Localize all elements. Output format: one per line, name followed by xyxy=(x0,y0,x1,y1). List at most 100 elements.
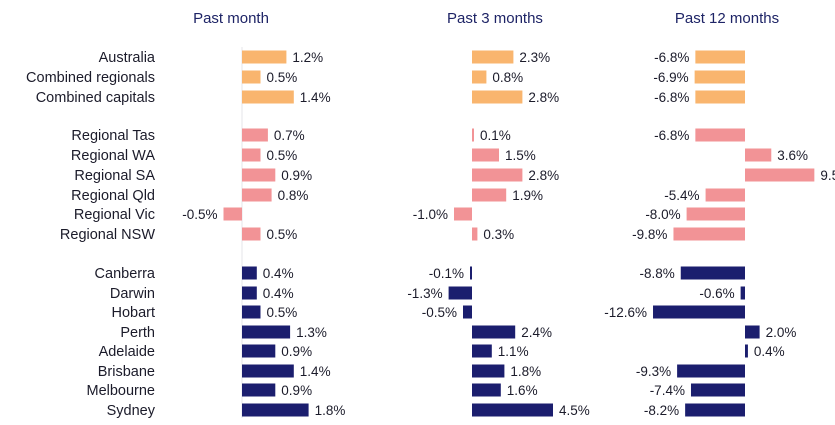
category-label-combined-regionals: Combined regionals xyxy=(26,70,155,86)
value-label-past-month-regional-tas: 0.7% xyxy=(274,128,305,143)
bar-past-3-months-regional-wa xyxy=(472,148,499,162)
category-label-perth: Perth xyxy=(120,325,155,341)
value-label-past-month-canberra: 0.4% xyxy=(263,266,294,281)
value-label-past-12-months-adelaide: 0.4% xyxy=(754,344,785,359)
category-label-regional-tas: Regional Tas xyxy=(71,128,155,144)
value-label-past-3-months-regional-wa: 1.5% xyxy=(505,148,536,163)
category-label-australia: Australia xyxy=(99,50,156,66)
bar-past-12-months-regional-qld xyxy=(705,188,745,202)
panel-header-past-3-months: Past 3 months xyxy=(447,10,543,27)
bar-past-3-months-darwin xyxy=(448,286,472,300)
value-label-past-month-regional-nsw: 0.5% xyxy=(267,227,298,242)
value-label-past-12-months-sydney: -8.2% xyxy=(644,403,679,418)
value-label-past-12-months-regional-nsw: -9.8% xyxy=(632,227,667,242)
value-label-past-month-darwin: 0.4% xyxy=(263,286,294,301)
bar-past-month-brisbane xyxy=(242,364,294,378)
bar-past-month-hobart xyxy=(242,305,261,319)
value-label-past-month-combined-regionals: 0.5% xyxy=(267,70,298,85)
value-label-past-12-months-canberra: -8.8% xyxy=(639,266,674,281)
bar-past-12-months-regional-tas xyxy=(695,128,745,142)
bar-past-month-perth xyxy=(242,325,291,339)
category-label-regional-nsw: Regional NSW xyxy=(60,227,155,243)
bar-past-3-months-regional-nsw xyxy=(472,227,478,241)
bar-past-12-months-regional-wa xyxy=(745,148,772,162)
value-label-past-12-months-brisbane: -9.3% xyxy=(636,364,671,379)
value-label-past-3-months-combined-regionals: 0.8% xyxy=(492,70,523,85)
bar-past-12-months-darwin xyxy=(740,286,745,300)
value-label-past-3-months-australia: 2.3% xyxy=(519,50,550,65)
category-label-brisbane: Brisbane xyxy=(98,364,155,380)
category-label-hobart: Hobart xyxy=(111,305,155,321)
value-label-past-12-months-regional-wa: 3.6% xyxy=(777,148,808,163)
value-label-past-12-months-darwin: -0.6% xyxy=(699,286,734,301)
bar-past-month-regional-nsw xyxy=(242,227,261,241)
bar-past-12-months-regional-nsw xyxy=(673,227,745,241)
category-label-canberra: Canberra xyxy=(95,266,156,282)
category-label-regional-vic: Regional Vic xyxy=(74,207,155,223)
bar-past-month-regional-tas xyxy=(242,128,268,142)
bar-past-3-months-sydney xyxy=(472,403,553,417)
value-label-past-3-months-brisbane: 1.8% xyxy=(510,364,541,379)
value-label-past-month-hobart: 0.5% xyxy=(267,305,298,320)
value-label-past-12-months-regional-sa: 9.5% xyxy=(820,168,835,183)
bar-past-3-months-australia xyxy=(472,50,514,64)
bar-past-12-months-melbourne xyxy=(690,383,745,397)
bar-past-month-australia xyxy=(242,50,287,64)
value-label-past-month-brisbane: 1.4% xyxy=(300,364,331,379)
value-label-past-3-months-sydney: 4.5% xyxy=(559,403,590,418)
category-label-melbourne: Melbourne xyxy=(86,383,155,399)
value-label-past-12-months-regional-tas: -6.8% xyxy=(654,128,689,143)
value-label-past-month-regional-wa: 0.5% xyxy=(267,148,298,163)
value-label-past-3-months-regional-vic: -1.0% xyxy=(413,207,448,222)
panel-header-past-month: Past month xyxy=(193,10,269,27)
value-label-past-3-months-adelaide: 1.1% xyxy=(498,344,529,359)
bar-past-12-months-regional-vic xyxy=(686,207,745,221)
bar-past-3-months-hobart xyxy=(463,305,472,319)
value-label-past-12-months-melbourne: -7.4% xyxy=(650,383,685,398)
bar-past-3-months-adelaide xyxy=(472,344,492,358)
category-label-regional-qld: Regional Qld xyxy=(71,188,155,204)
value-label-past-3-months-regional-qld: 1.9% xyxy=(512,188,543,203)
bar-past-12-months-perth xyxy=(745,325,760,339)
panel-header-past-12-months: Past 12 months xyxy=(675,10,779,27)
value-label-past-3-months-regional-sa: 2.8% xyxy=(528,168,559,183)
category-label-regional-wa: Regional WA xyxy=(71,148,155,164)
value-label-past-3-months-hobart: -0.5% xyxy=(422,305,457,320)
value-label-past-12-months-regional-qld: -5.4% xyxy=(664,188,699,203)
value-label-past-month-adelaide: 0.9% xyxy=(281,344,312,359)
value-label-past-12-months-combined-capitals: -6.8% xyxy=(654,90,689,105)
value-label-past-12-months-hobart: -12.6% xyxy=(604,305,647,320)
bar-past-month-canberra xyxy=(242,266,257,280)
bar-past-month-melbourne xyxy=(242,383,276,397)
value-label-past-month-regional-vic: -0.5% xyxy=(182,207,217,222)
value-label-past-3-months-darwin: -1.3% xyxy=(407,286,442,301)
value-label-past-3-months-melbourne: 1.6% xyxy=(507,383,538,398)
bar-past-12-months-regional-sa xyxy=(745,168,815,182)
bar-past-3-months-melbourne xyxy=(472,383,501,397)
value-label-past-3-months-perth: 2.4% xyxy=(521,325,552,340)
value-label-past-month-melbourne: 0.9% xyxy=(281,383,312,398)
bar-past-12-months-combined-regionals xyxy=(694,70,745,84)
bar-past-month-adelaide xyxy=(242,344,276,358)
value-label-past-month-australia: 1.2% xyxy=(292,50,323,65)
value-label-past-3-months-regional-tas: 0.1% xyxy=(480,128,511,143)
value-label-past-12-months-regional-vic: -8.0% xyxy=(645,207,680,222)
bar-past-month-sydney xyxy=(242,403,309,417)
bar-past-3-months-perth xyxy=(472,325,516,339)
value-label-past-12-months-australia: -6.8% xyxy=(654,50,689,65)
bar-past-3-months-combined-regionals xyxy=(472,70,487,84)
bar-past-month-regional-wa xyxy=(242,148,261,162)
bar-past-month-darwin xyxy=(242,286,257,300)
value-label-past-month-perth: 1.3% xyxy=(296,325,327,340)
category-label-darwin: Darwin xyxy=(110,286,155,302)
value-label-past-3-months-combined-capitals: 2.8% xyxy=(528,90,559,105)
bar-past-3-months-regional-tas xyxy=(472,128,474,142)
bar-past-12-months-hobart xyxy=(653,305,745,319)
value-label-past-month-regional-qld: 0.8% xyxy=(278,188,309,203)
bar-past-3-months-canberra xyxy=(470,266,472,280)
category-label-adelaide: Adelaide xyxy=(99,344,155,360)
bar-past-12-months-australia xyxy=(695,50,745,64)
value-label-past-month-regional-sa: 0.9% xyxy=(281,168,312,183)
bar-past-3-months-brisbane xyxy=(472,364,505,378)
